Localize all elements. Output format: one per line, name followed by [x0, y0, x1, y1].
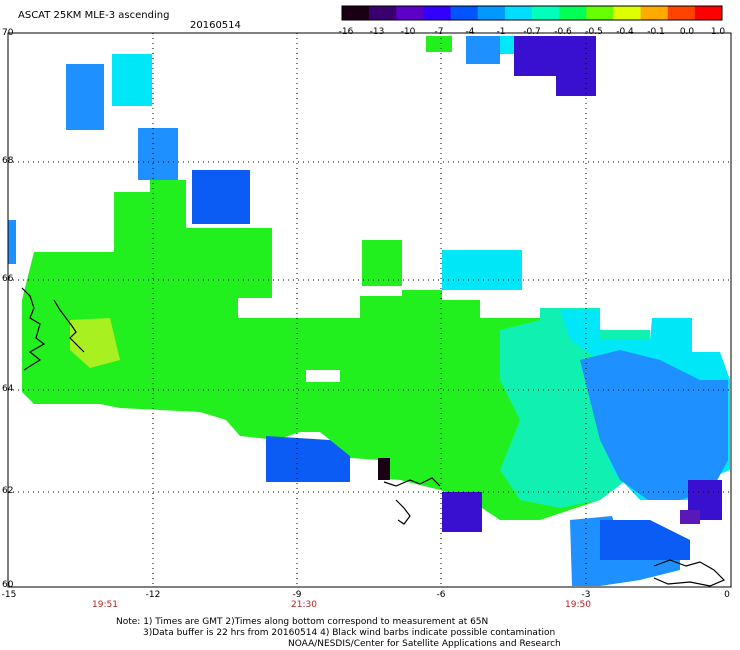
- colorbar-label: -16: [338, 27, 354, 37]
- wind-data-patch: [442, 250, 522, 290]
- colorbar-label: -10: [400, 27, 416, 37]
- lon-label: -15: [1, 590, 17, 600]
- colorbar-frame: [341, 5, 723, 21]
- wind-data-patch: [8, 220, 16, 264]
- colorbar-segment: [450, 6, 479, 20]
- colorbar-segment: [504, 6, 533, 20]
- colorbar-segment: [694, 6, 723, 20]
- lat-label: 66: [2, 274, 14, 284]
- colorbar-segment: [477, 6, 506, 20]
- colorbar-segment: [586, 6, 614, 20]
- wind-data-patch: [580, 350, 728, 500]
- wind-data-layer: [8, 36, 730, 586]
- wind-data-patch: [680, 510, 700, 524]
- wind-data-patch: [112, 54, 152, 106]
- lon-label: 0: [724, 590, 730, 600]
- wind-data-patch: [378, 458, 390, 480]
- map-frame: [7, 32, 732, 588]
- colorbar-label: -0.1: [647, 27, 665, 37]
- wind-data-patch: [442, 492, 482, 532]
- colorbar-segment: [559, 6, 587, 20]
- product-title: ASCAT 25KM MLE-3 ascending: [18, 10, 170, 21]
- colorbar-segment: [342, 6, 370, 20]
- colorbar-label: -0.5: [585, 27, 603, 37]
- colorbar: [341, 5, 723, 21]
- coastline: [21, 287, 726, 587]
- footnote-line-1: Note: 1) Times are GMT 2)Times along bot…: [116, 617, 489, 627]
- wind-data-patch: [192, 170, 250, 224]
- coastline-segment: [53, 299, 85, 353]
- coastline-segment: [653, 559, 726, 587]
- colorbar-label: -7: [434, 27, 444, 37]
- colorbar-label: 0.0: [679, 27, 695, 37]
- wind-data-patch: [362, 240, 402, 286]
- lon-label: -9: [292, 590, 302, 600]
- wind-data-patch: [466, 36, 500, 64]
- grid-lines: [8, 33, 731, 587]
- colorbar-segment: [423, 6, 452, 20]
- product-date: 20160514: [190, 20, 241, 31]
- time-label: 19:51: [92, 600, 118, 610]
- lon-label: -3: [581, 590, 591, 600]
- time-label: 19:50: [565, 600, 591, 610]
- lon-label: -12: [145, 590, 161, 600]
- wind-data-patch: [426, 36, 452, 52]
- colorbar-segment: [613, 6, 642, 20]
- footnote-line-2: 3)Data buffer is 22 hrs from 20160514 4)…: [143, 628, 556, 638]
- coastline-segment: [21, 287, 46, 371]
- colorbar-label: -4: [465, 27, 475, 37]
- colorbar-label: -1: [496, 27, 506, 37]
- lon-label: -6: [436, 590, 446, 600]
- lat-label: 60: [2, 580, 14, 590]
- wind-data-patch: [138, 128, 178, 180]
- coastline-segment: [395, 499, 411, 525]
- colorbar-label: -0.4: [616, 27, 634, 37]
- lat-label: 64: [2, 384, 14, 394]
- colorbar-label: 1.0: [710, 27, 726, 37]
- wind-data-patch: [22, 252, 650, 520]
- wind-data-patch: [114, 180, 272, 260]
- wind-data-patch: [306, 370, 340, 382]
- colorbar-label: -0.6: [554, 27, 572, 37]
- colorbar-segment: [640, 6, 669, 20]
- colorbar-segment: [396, 6, 424, 20]
- lat-label: 68: [2, 156, 14, 166]
- colorbar-segment: [369, 6, 397, 20]
- lat-label: 62: [2, 486, 14, 496]
- wind-data-patch: [70, 318, 120, 368]
- colorbar-label: -13: [369, 27, 385, 37]
- colorbar-segment: [667, 6, 696, 20]
- colorbar-label: -0.7: [523, 27, 541, 37]
- colorbar-segment: [532, 6, 560, 20]
- footnote-line-3: NOAA/NESDIS/Center for Satellite Applica…: [288, 639, 561, 649]
- coastline-segment: [383, 477, 441, 487]
- time-label: 21:30: [291, 600, 317, 610]
- wind-data-patch: [66, 64, 104, 130]
- wind-data-patch: [514, 36, 596, 96]
- wind-data-patch: [266, 436, 350, 482]
- wind-data-patch: [600, 520, 690, 560]
- lat-label: 70: [2, 28, 14, 38]
